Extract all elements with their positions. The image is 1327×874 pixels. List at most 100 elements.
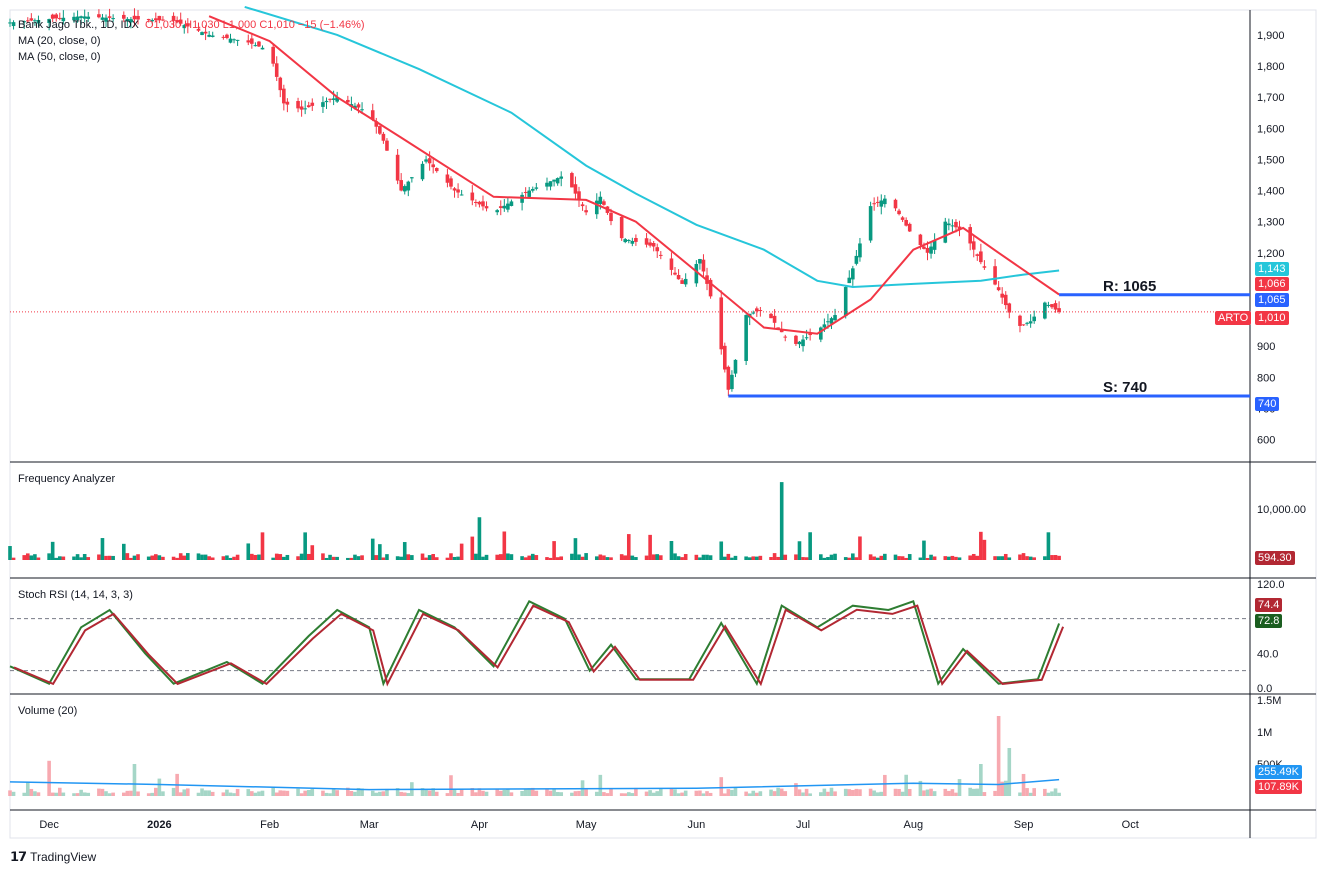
freq-bar bbox=[801, 557, 805, 560]
freq-bar bbox=[644, 555, 649, 560]
freq-bar bbox=[353, 554, 357, 560]
support-resistance-lines[interactable] bbox=[0, 0, 1250, 626]
tradingview-footer[interactable]: 𝟭𝟳 TradingView bbox=[10, 849, 96, 865]
freq-bar bbox=[459, 543, 464, 560]
stoch-tick-label: 120.0 bbox=[1257, 579, 1285, 591]
volume-bar bbox=[33, 791, 37, 796]
volume-bar bbox=[232, 793, 236, 796]
candle-body bbox=[893, 199, 898, 209]
candle-body bbox=[54, 14, 59, 19]
freq-bar bbox=[751, 556, 756, 560]
candle-body bbox=[306, 105, 311, 108]
freq-bar bbox=[502, 531, 507, 560]
freq-bar bbox=[33, 554, 37, 560]
freq-bar bbox=[427, 555, 432, 560]
x-tick-label: May bbox=[576, 819, 597, 831]
freq-bar bbox=[250, 553, 254, 560]
stoch-k-tag: 74.4 bbox=[1255, 598, 1283, 612]
freq-bar bbox=[477, 517, 482, 560]
candle-body bbox=[594, 200, 599, 215]
candle-body bbox=[29, 18, 34, 21]
freq-bar bbox=[360, 555, 364, 560]
freq-bar bbox=[573, 538, 578, 560]
freq-bar bbox=[132, 555, 137, 560]
candle-body bbox=[822, 324, 827, 328]
candle-body bbox=[598, 196, 603, 204]
candle-body bbox=[950, 225, 955, 227]
volume-bar bbox=[72, 793, 76, 796]
volume-bar bbox=[804, 788, 809, 796]
freq-bar bbox=[1046, 532, 1051, 560]
freq-bar bbox=[54, 557, 59, 560]
candle-body bbox=[676, 275, 681, 280]
candle-body bbox=[1003, 294, 1008, 306]
candle-body bbox=[1032, 316, 1036, 322]
symbol-line: Bank Jago Tbk., 1D, IDX O1,030 H1,030 L1… bbox=[18, 17, 365, 33]
candle-body bbox=[708, 279, 713, 297]
volume-bar bbox=[673, 789, 677, 796]
volume-bar bbox=[968, 787, 972, 796]
price-tick-label: 1,200 bbox=[1257, 248, 1285, 260]
candle-body bbox=[495, 210, 500, 213]
volume-bar bbox=[399, 791, 403, 796]
volume-bar bbox=[1046, 792, 1051, 796]
freq-bar bbox=[306, 553, 311, 560]
freq-bar bbox=[943, 556, 948, 560]
volume-bar bbox=[851, 789, 855, 796]
volume-bar bbox=[221, 792, 226, 796]
stoch-rsi-lines bbox=[9, 599, 1250, 687]
candle-body bbox=[207, 34, 211, 37]
main-legend[interactable]: Bank Jago Tbk., 1D, IDX O1,030 H1,030 L1… bbox=[18, 17, 365, 65]
volume-bar bbox=[54, 792, 59, 796]
volume-bar bbox=[324, 792, 329, 796]
candle-body bbox=[1025, 322, 1029, 324]
candle-body bbox=[819, 327, 823, 340]
ma50-legend[interactable]: MA (50, close, 0) bbox=[18, 51, 101, 63]
candle-body bbox=[626, 240, 631, 242]
freq-bar bbox=[370, 538, 375, 560]
stoch-legend[interactable]: Stoch RSI (14, 14, 3, 3) bbox=[18, 589, 133, 601]
candle-body bbox=[374, 121, 379, 127]
freq-bar bbox=[904, 557, 908, 560]
candle-body bbox=[858, 243, 862, 258]
candle-body bbox=[527, 190, 532, 197]
freq-bar bbox=[253, 554, 258, 560]
freq-bar bbox=[86, 557, 91, 560]
candle-body bbox=[630, 240, 635, 244]
volume-bar bbox=[360, 788, 364, 796]
freq-bar bbox=[260, 532, 265, 560]
volume-bar bbox=[328, 793, 332, 796]
freq-bar bbox=[804, 557, 809, 560]
freq-bar bbox=[783, 554, 788, 560]
volume-bar bbox=[993, 790, 997, 796]
candle-body bbox=[634, 238, 638, 242]
stoch-tick-label: 40.0 bbox=[1257, 648, 1278, 660]
candle-body bbox=[851, 268, 855, 280]
freq-bar bbox=[228, 557, 233, 560]
volume-legend[interactable]: Volume (20) bbox=[18, 705, 78, 717]
freq-bar bbox=[719, 541, 724, 560]
freq-bar bbox=[772, 553, 777, 560]
freq-bar bbox=[1028, 556, 1033, 560]
candle-body bbox=[776, 327, 780, 329]
volume-bar bbox=[772, 791, 777, 796]
ma20-legend[interactable]: MA (20, close, 0) bbox=[18, 35, 101, 47]
freq-bar bbox=[897, 556, 901, 560]
freq-bar bbox=[420, 553, 425, 560]
freq-legend[interactable]: Frequency Analyzer bbox=[18, 473, 116, 485]
candle-body bbox=[8, 22, 12, 24]
stoch-d-line bbox=[13, 604, 1065, 687]
candle-body bbox=[474, 201, 478, 203]
freq-bar bbox=[154, 554, 158, 560]
freq-bar bbox=[246, 543, 251, 560]
volume-bar bbox=[602, 792, 606, 796]
volume-bar bbox=[79, 789, 83, 796]
volume-bar bbox=[847, 789, 852, 796]
candle-body bbox=[843, 287, 848, 317]
volume-bar bbox=[509, 792, 514, 796]
freq-bar bbox=[598, 554, 603, 560]
candle-body bbox=[282, 88, 286, 104]
freq-bar bbox=[918, 557, 923, 560]
volume-bar bbox=[996, 716, 1001, 796]
